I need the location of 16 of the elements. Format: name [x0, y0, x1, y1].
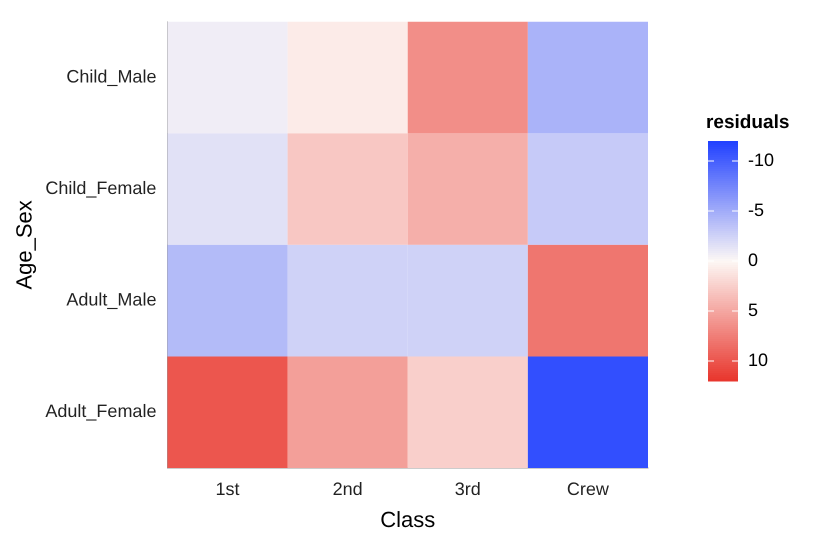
x-axis-title: Class: [380, 506, 436, 532]
x-tick-label: 1st: [216, 478, 240, 499]
color-bar-label: -5: [748, 200, 764, 220]
x-tick-label: Crew: [566, 478, 610, 499]
y-tick-label: Adult_Female: [45, 401, 156, 422]
color-bar-label: -10: [748, 150, 774, 170]
color-bar-label: 10: [748, 350, 768, 370]
color-bar-label: 5: [748, 300, 758, 320]
y-tick-label: Adult_Male: [66, 290, 156, 310]
color-bar-label: 0: [748, 250, 758, 270]
x-tick-label: 2nd: [332, 478, 363, 499]
y-tick-label: Child_Female: [45, 178, 156, 198]
legend-title: residuals: [706, 112, 790, 134]
y-tick-label: Child_Male: [66, 66, 156, 87]
y-axis-title: Age_Sex: [11, 200, 36, 290]
x-tick-label: 3rd: [454, 478, 481, 499]
